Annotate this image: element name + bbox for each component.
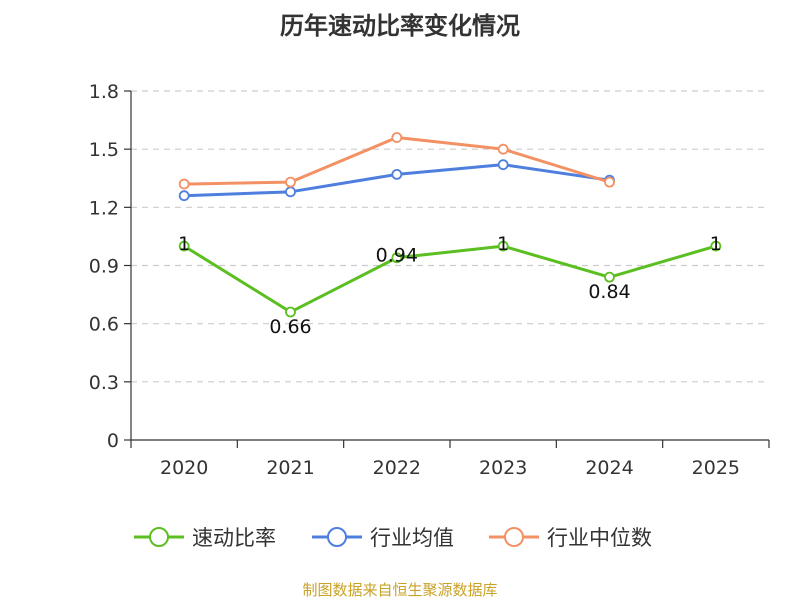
legend-marker <box>149 527 169 547</box>
data-point <box>604 271 615 283</box>
data-point <box>285 176 296 188</box>
y-tick-label: 0.3 <box>89 372 119 394</box>
data-point <box>178 190 190 202</box>
data-point <box>497 159 509 171</box>
legend-marker <box>327 527 347 547</box>
legend-item-0: 速动比率 <box>134 526 276 550</box>
x-tick-label: 2024 <box>585 457 633 479</box>
x-tick-label: 2025 <box>692 457 740 479</box>
y-tick-label: 0.6 <box>89 314 119 336</box>
data-point <box>178 240 190 252</box>
data-point <box>497 240 509 252</box>
data-point <box>178 178 190 190</box>
data-label: 0.94 <box>376 245 418 267</box>
x-tick-label: 2021 <box>266 457 314 479</box>
legend-item-2: 行业中位数 <box>489 526 652 550</box>
data-point <box>391 132 403 143</box>
x-tick-label: 2022 <box>373 457 421 479</box>
data-label: 1 <box>178 233 190 255</box>
legend-label: 行业均值 <box>370 526 454 550</box>
series-line <box>183 244 717 314</box>
source-note: 制图数据来自恒生聚源数据库 <box>302 581 498 599</box>
chart-title: 历年速动比率变化情况 <box>280 12 520 40</box>
y-tick-label: 0.9 <box>89 256 119 278</box>
data-point <box>497 143 509 155</box>
data-point <box>285 306 296 318</box>
x-tick-label: 2020 <box>160 457 208 479</box>
legend-marker <box>504 527 524 547</box>
series-2 <box>178 132 615 190</box>
data-label: 0.84 <box>588 281 630 303</box>
data-point <box>285 186 296 198</box>
y-tick-label: 1.8 <box>89 81 119 103</box>
y-tick-label: 1.2 <box>89 197 119 219</box>
data-point <box>710 240 722 252</box>
series-0: 1 0.66 0.94 1 0.84 1 <box>178 233 722 338</box>
legend-label: 行业中位数 <box>547 526 652 550</box>
y-tick-label: 0 <box>107 430 119 452</box>
y-tick-label: 1.5 <box>89 139 119 161</box>
x-tick-label: 2023 <box>479 457 527 479</box>
data-point <box>391 168 403 180</box>
data-label: 1 <box>710 233 722 255</box>
data-point <box>391 252 403 264</box>
legend-label: 速动比率 <box>192 526 276 550</box>
data-label: 1 <box>497 233 509 255</box>
data-point <box>604 176 615 188</box>
legend-item-1: 行业均值 <box>312 526 454 550</box>
data-label: 0.66 <box>269 316 311 338</box>
series-1 <box>178 159 615 202</box>
